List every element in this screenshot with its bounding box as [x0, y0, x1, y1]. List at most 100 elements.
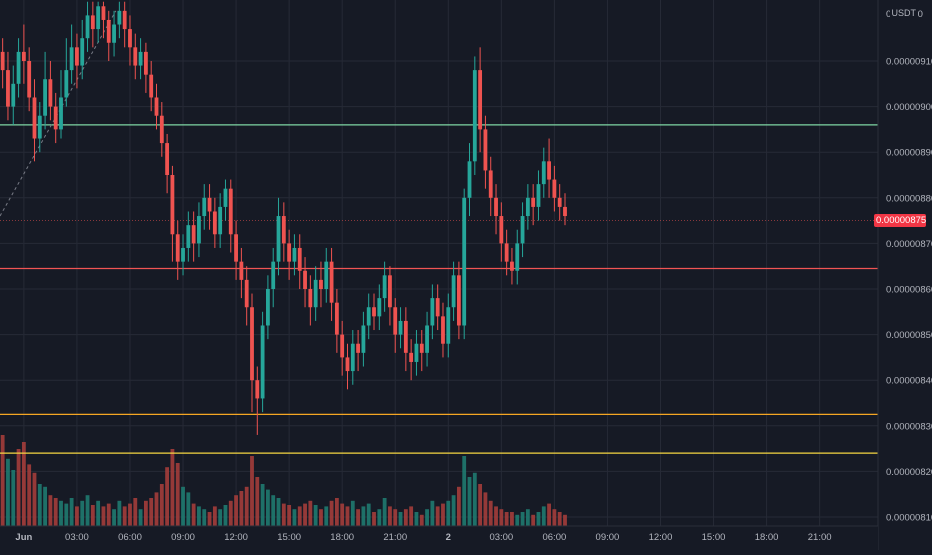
- candle-up: [520, 216, 525, 244]
- candle-down: [329, 261, 334, 303]
- time-axis[interactable]: Jun 03:00 06:00 09:00 12:00 15:00 18:00 21:00 2 0…: [0, 525, 878, 550]
- volume-bar: [96, 500, 101, 526]
- volume-bar: [414, 512, 419, 526]
- candle-down: [494, 197, 498, 217]
- volume-bar: [271, 495, 276, 526]
- volume-bar: [106, 503, 111, 526]
- volume-bar: [32, 472, 37, 526]
- volume-bar: [350, 500, 355, 526]
- candle-up: [515, 243, 520, 271]
- candle-up: [59, 97, 63, 130]
- price-tick-label: 0.00000860: [886, 285, 932, 296]
- volume-bar: [324, 506, 329, 526]
- volume-bar: [112, 509, 116, 526]
- candle-down: [483, 129, 488, 171]
- time-tick-label: Jun: [15, 532, 32, 543]
- time-tick-label: 09:00: [171, 532, 195, 543]
- candle-down: [6, 70, 10, 107]
- candle-up: [112, 24, 116, 43]
- price-tick-label: 0.00000880: [886, 193, 932, 204]
- volume-bar: [531, 514, 536, 526]
- candle-up: [223, 188, 228, 207]
- volume-bar: [456, 486, 461, 526]
- volume-bar: [260, 484, 265, 526]
- volume-bar: [340, 503, 345, 526]
- candle-up: [366, 307, 371, 326]
- candle-down: [297, 247, 302, 271]
- volume-bar: [303, 503, 307, 526]
- price-axis[interactable]: 0.0 ... 200.000009100.000009000.00000890…: [877, 0, 932, 550]
- candle-down: [557, 197, 562, 207]
- candle-up: [64, 70, 69, 98]
- volume-bar: [27, 464, 32, 526]
- candle-up: [425, 325, 429, 353]
- volume-bar: [388, 506, 392, 526]
- candle-down: [319, 279, 323, 289]
- volume-bar: [276, 498, 281, 526]
- volume-bar: [59, 500, 63, 526]
- time-tick-label: 15:00: [277, 532, 301, 543]
- volume-bar: [552, 509, 557, 526]
- price-tick-label: 0.00000810: [886, 513, 932, 524]
- candle-up: [472, 70, 477, 162]
- candle-down: [334, 302, 339, 335]
- candle-down: [244, 279, 249, 308]
- volume-bar: [154, 492, 159, 526]
- time-tick-label: 18:00: [755, 532, 779, 543]
- candle-up: [69, 47, 74, 71]
- candle-up: [202, 197, 207, 217]
- volume-bar: [250, 456, 254, 526]
- currency-label[interactable]: USDT: [889, 8, 918, 18]
- horizontal-levels[interactable]: [0, 124, 878, 454]
- volume-bar: [366, 503, 371, 526]
- price-tick-label: 0.00000900: [886, 102, 932, 113]
- candle-up: [451, 275, 456, 308]
- volume-bar: [398, 512, 403, 526]
- candle-down: [90, 15, 95, 30]
- volume-bar: [446, 500, 451, 526]
- volume-bar: [16, 449, 21, 526]
- candle-down: [170, 175, 175, 235]
- candle-down: [75, 47, 79, 66]
- volume-bar: [101, 506, 106, 526]
- candle-up: [446, 307, 451, 344]
- volume-bar: [334, 498, 339, 526]
- volume-bar: [510, 512, 514, 526]
- volume-bar: [441, 503, 445, 526]
- volume-bar: [504, 512, 509, 526]
- volume-bar: [133, 498, 138, 526]
- volume-bar: [165, 467, 170, 526]
- volume-bar: [197, 506, 201, 526]
- price-tick-label: 0.00000840: [886, 376, 932, 387]
- candle-down: [499, 216, 504, 244]
- candle-down: [552, 179, 557, 198]
- volume-bar: [563, 514, 567, 526]
- volume-bar: [297, 506, 302, 526]
- volume-bar: [170, 449, 175, 526]
- candle-up: [377, 298, 382, 317]
- volume-bar: [520, 512, 525, 526]
- candle-up: [382, 275, 387, 299]
- volume-bar: [281, 503, 286, 526]
- volume-bar: [287, 505, 292, 526]
- candle-up: [260, 325, 265, 399]
- volume-bar: [117, 500, 122, 526]
- volume-bar: [478, 484, 483, 526]
- candle-down: [27, 61, 32, 98]
- candle-down: [250, 307, 254, 381]
- candle-down: [303, 270, 307, 289]
- price-tick-label: 0.00000910: [886, 57, 932, 68]
- volume-bar: [313, 505, 318, 526]
- candle-down: [149, 74, 154, 98]
- volume-bar: [159, 484, 164, 526]
- time-tick-label: 03:00: [489, 532, 513, 543]
- candle-down: [356, 343, 361, 353]
- volume-bar: [149, 498, 154, 526]
- time-tick-label: 06:00: [118, 532, 142, 543]
- candle-up: [186, 225, 191, 248]
- volume-bars: [0, 435, 567, 526]
- volume-bar: [48, 495, 53, 526]
- time-tick-label: 21:00: [808, 532, 832, 543]
